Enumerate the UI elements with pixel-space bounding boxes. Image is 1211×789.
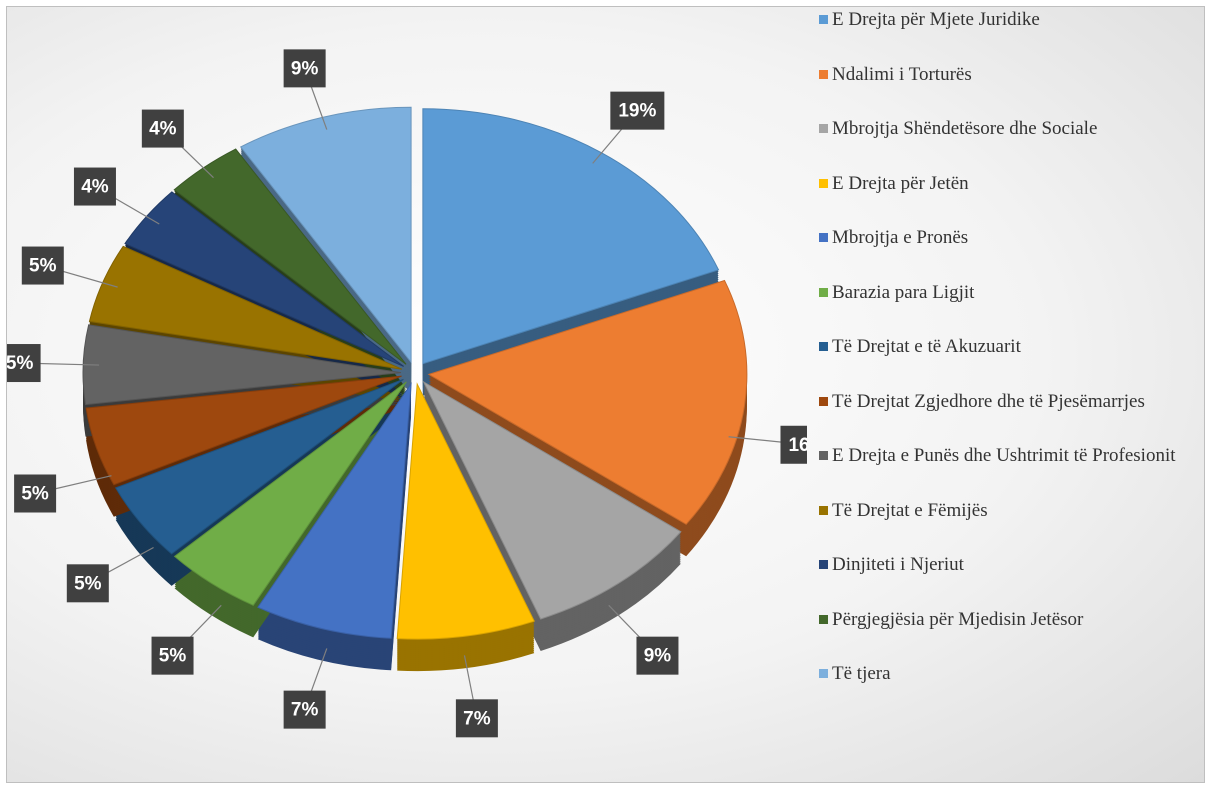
slice — [173, 381, 407, 606]
legend: E Drejta për Mjete Juridike Ndalimi i Tor… — [819, 9, 1204, 718]
legend-item: Barazia para Ligjit — [819, 282, 1204, 337]
slice — [422, 380, 682, 620]
label-box — [21, 246, 64, 285]
label-box — [283, 690, 326, 729]
slices — [82, 106, 748, 640]
data-labels: 19% 16% 9% 7% 7% 5% 5% 5% 5% 5% 4% 4% 9% — [7, 49, 807, 738]
data-label: 5% — [159, 646, 187, 667]
slice — [114, 378, 404, 555]
legend-swatch — [819, 124, 828, 133]
data-label: 9% — [644, 646, 672, 667]
legend-label: E Drejta për Mjete Juridike — [832, 9, 1040, 30]
chart: 19% 16% 9% 7% 7% 5% 5% 5% 5% 5% 4% 4% 9% E Drejta pë… — [6, 6, 1205, 783]
legend-item: Mbrojtja Shëndetësore dhe Sociale — [819, 118, 1204, 173]
legend-item: Dinjiteti i Njeriut — [819, 554, 1204, 609]
data-label: 5% — [7, 353, 33, 374]
legend-item: Përgjegjësia për Mjedisin Jetësor — [819, 609, 1204, 664]
data-label: 4% — [149, 119, 177, 140]
legend-item: Të Drejtat Zgjedhore dhe të Pjesëmarrjes — [819, 391, 1204, 446]
legend-swatch — [819, 669, 828, 678]
legend-label: Dinjiteti i Njeriut — [832, 554, 964, 575]
label-box — [66, 564, 109, 603]
label-box — [610, 91, 665, 130]
data-label: 4% — [81, 177, 109, 198]
slice — [257, 381, 412, 639]
data-label: 5% — [74, 573, 102, 594]
legend-item: E Drejta për Mjete Juridike — [819, 9, 1204, 64]
legend-swatch — [819, 614, 828, 624]
slice — [85, 375, 402, 486]
legend-item: Ndalimi i Torturës — [819, 64, 1204, 119]
legend-label: Të tjera — [832, 663, 891, 684]
legend-item: E Drejta për Jetën — [819, 173, 1204, 228]
data-label: 5% — [29, 256, 57, 277]
data-label: 7% — [291, 700, 319, 721]
legend-item: Të Drejtat e të Akuzuarit — [819, 336, 1204, 391]
legend-label: Përgjegjësia për Mjedisin Jetësor — [832, 608, 1084, 630]
data-label: 7% — [463, 708, 491, 729]
legend-swatch — [819, 505, 828, 515]
label-box — [73, 167, 116, 206]
legend-swatch — [819, 396, 828, 406]
legend-label: Ndalimi i Torturës — [832, 63, 972, 85]
legend-swatch — [819, 287, 828, 297]
legend-swatch — [819, 178, 828, 188]
label-box — [780, 425, 807, 464]
label-box — [151, 636, 194, 675]
slice — [396, 382, 535, 640]
pie: 19% 16% 9% 7% 7% 5% 5% 5% 5% 5% 4% 4% 9% — [7, 49, 807, 738]
label-box — [636, 636, 679, 675]
data-label: 5% — [21, 484, 49, 505]
legend-label: Mbrojtja e Pronës — [832, 227, 969, 248]
legend-item: Të Drejtat e Fëmijës — [819, 500, 1204, 555]
legend-swatch — [819, 69, 828, 79]
label-box — [455, 699, 498, 738]
data-label: 9% — [291, 58, 319, 79]
legend-swatch — [819, 15, 828, 24]
slice — [427, 279, 748, 525]
legend-swatch — [819, 451, 828, 460]
legend-item: Mbrojtja e Pronës — [819, 227, 1204, 282]
legend-swatch — [819, 233, 828, 242]
legend-label: Të Drejtat e të Akuzuarit — [832, 336, 1021, 357]
legend-label: Të Drejtat e Fëmijës — [832, 499, 988, 521]
label-box — [141, 109, 184, 148]
label-box — [14, 474, 57, 513]
legend-swatch — [819, 342, 828, 351]
data-label: 19% — [618, 101, 656, 122]
legend-item: E Drejta e Punës dhe Ushtrimit të Profes… — [819, 445, 1204, 500]
legend-label: Barazia para Ligjit — [832, 281, 975, 303]
legend-item: Të tjera — [819, 663, 1204, 718]
label-box — [7, 344, 41, 383]
legend-label: E Drejta e Punës dhe Ushtrimit të Profes… — [832, 445, 1176, 466]
legend-label: Mbrojtja Shëndetësore dhe Sociale — [832, 118, 1098, 139]
legend-swatch — [819, 560, 828, 569]
legend-label: Të Drejtat Zgjedhore dhe të Pjesëmarrjes — [832, 390, 1145, 412]
data-label: 16% — [788, 435, 807, 456]
legend-label: E Drejta për Jetën — [832, 172, 969, 194]
label-box — [283, 49, 326, 88]
